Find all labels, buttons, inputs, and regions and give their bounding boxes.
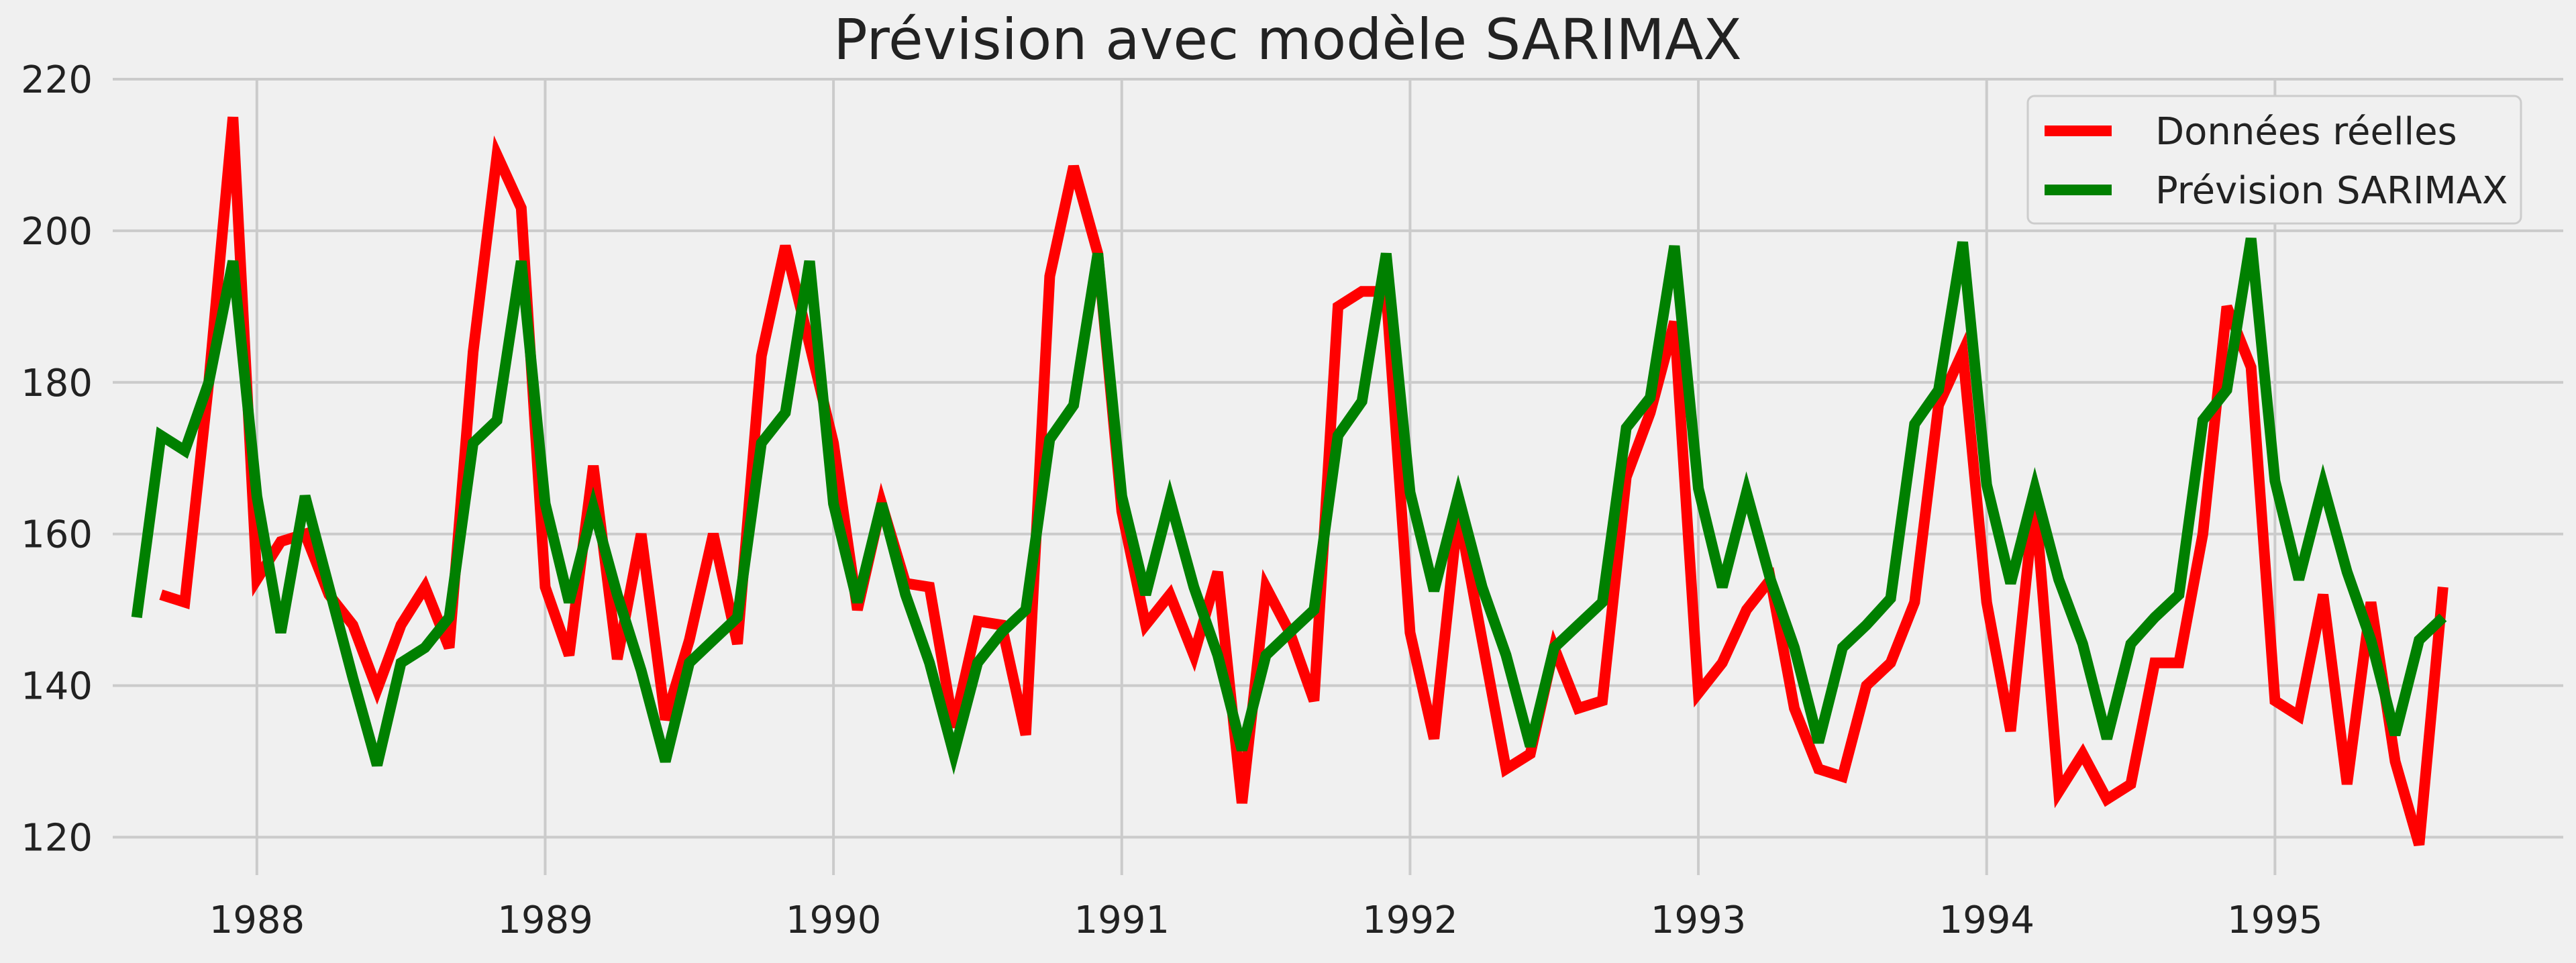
x-tick-label: 1988 bbox=[209, 899, 305, 942]
x-tick-label: 1992 bbox=[1362, 899, 1458, 942]
legend-label-sarimax: Prévision SARIMAX bbox=[2155, 169, 2508, 213]
y-tick-labels: 120 140 160 180 200 220 bbox=[21, 58, 93, 860]
series-line-donnees-reelles bbox=[159, 116, 2449, 847]
x-tick-label: 1995 bbox=[2227, 899, 2323, 942]
x-tick-label: 1993 bbox=[1651, 899, 1747, 942]
x-tick-label: 1989 bbox=[497, 899, 593, 942]
legend: Données réelles Prévision SARIMAX bbox=[2026, 95, 2522, 225]
chart-title: Prévision avec modèle SARIMAX bbox=[833, 7, 1742, 72]
y-tick-label: 160 bbox=[21, 513, 93, 557]
legend-box bbox=[2026, 95, 2522, 225]
y-tick-label: 180 bbox=[21, 362, 93, 405]
x-tick-label: 1994 bbox=[1939, 899, 2034, 942]
x-tick-label: 1990 bbox=[786, 899, 882, 942]
y-tick-label: 140 bbox=[21, 665, 93, 709]
legend-label-reelles: Données réelles bbox=[2155, 110, 2457, 154]
y-tick-label: 120 bbox=[21, 817, 93, 860]
y-tick-label: 200 bbox=[21, 210, 93, 254]
x-tick-labels: 1988 1989 1990 1991 1992 1993 1994 1995 bbox=[209, 899, 2323, 942]
y-tick-label: 220 bbox=[21, 58, 93, 102]
series-layer bbox=[131, 116, 2449, 847]
x-tick-label: 1991 bbox=[1074, 899, 1170, 942]
series-line-prevision-sarimax bbox=[131, 237, 2447, 775]
